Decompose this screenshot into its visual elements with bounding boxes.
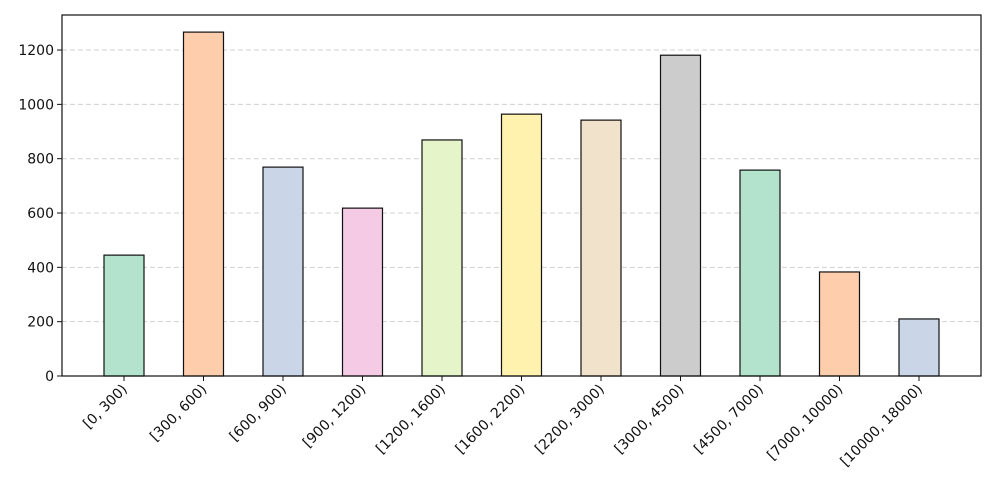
y-tick-label: 1000 [18,97,54,113]
bar [500,113,543,377]
bar [739,169,781,377]
y-tick-label: 0 [45,369,54,385]
y-tick-label: 200 [27,315,54,331]
y-tick-label: 800 [27,152,54,168]
y-tick-label: 1200 [18,43,54,59]
bar [818,271,861,377]
bar [262,166,304,377]
bar [421,139,463,377]
bar [659,54,702,377]
bar [580,119,622,377]
bar [103,254,145,377]
plot-frame [61,14,982,377]
bar [182,31,225,377]
bar [898,318,940,377]
bar [341,207,384,377]
y-tick-label: 400 [27,260,54,276]
y-tick-label: 600 [27,206,54,222]
